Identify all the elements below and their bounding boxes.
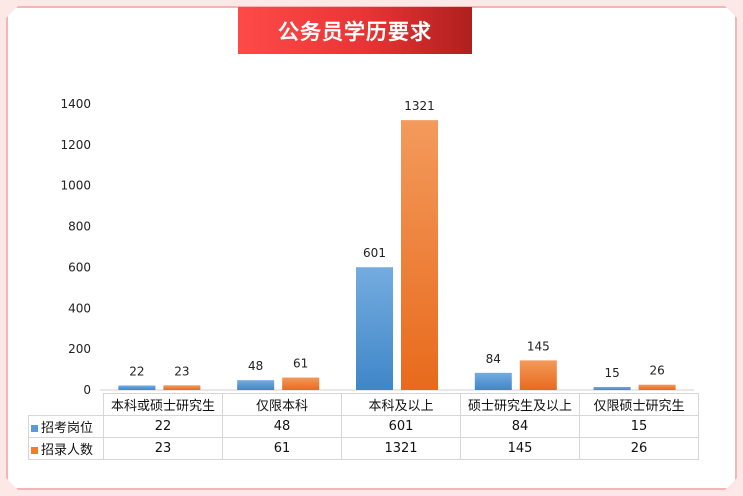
table-category: 本科及以上	[341, 393, 461, 416]
chart-title: 公务员学历要求	[238, 7, 472, 54]
table-category: 仅限硕士研究生	[579, 393, 699, 416]
data-label: 26	[649, 364, 664, 378]
table-cell: 22	[103, 415, 223, 438]
bar-positions	[237, 380, 275, 390]
data-labels: 22 23 48 61 601 1321 84 145 15 26	[129, 99, 664, 380]
data-label: 23	[174, 364, 189, 378]
bar-positions	[118, 385, 156, 390]
legend-key-orange	[31, 447, 38, 454]
legend-key-blue	[31, 425, 38, 432]
y-tick-label: 0	[83, 383, 91, 397]
table-row: 招录人数 23 61 1321 145 26	[28, 437, 699, 460]
data-table: 本科或硕士研究生 仅限本科 本科及以上 硕士研究生及以上 仅限硕士研究生 招考岗…	[28, 393, 699, 460]
bar-positions	[356, 267, 393, 390]
table-corner	[29, 394, 104, 416]
bar-hires	[401, 120, 438, 390]
y-tick-label: 400	[68, 301, 91, 315]
data-label: 61	[293, 357, 308, 371]
series-name: 招考岗位	[41, 421, 94, 436]
data-label: 1321	[404, 99, 435, 113]
y-tick-label: 1000	[60, 179, 91, 193]
data-label: 48	[248, 359, 263, 373]
bar-hires	[638, 384, 676, 390]
data-label: 601	[363, 246, 386, 260]
table-cell: 84	[460, 415, 580, 438]
bar-positions	[593, 386, 631, 390]
table-cell: 48	[222, 415, 342, 438]
table-category: 本科或硕士研究生	[103, 393, 223, 416]
bar-hires	[519, 360, 557, 390]
legend-series-2: 招录人数	[28, 437, 104, 460]
bars-group	[118, 120, 676, 390]
y-tick-label: 600	[68, 260, 91, 274]
y-tick-label: 200	[68, 342, 91, 356]
table-cell: 15	[579, 415, 699, 438]
table-category: 仅限本科	[222, 393, 342, 416]
series-name: 招录人数	[41, 443, 94, 458]
bar-positions	[474, 372, 512, 390]
table-cell: 26	[579, 437, 699, 460]
table-cell: 601	[341, 415, 461, 438]
bar-hires	[282, 377, 320, 390]
table-row: 招考岗位 22 48 601 84 15	[28, 415, 699, 438]
table-cell: 1321	[341, 437, 461, 460]
table-category: 硕士研究生及以上	[460, 393, 580, 416]
y-tick-label: 1200	[60, 138, 91, 152]
bar-hires	[163, 385, 201, 390]
table-cell: 145	[460, 437, 580, 460]
data-label: 22	[129, 365, 144, 379]
table-cell: 61	[222, 437, 342, 460]
data-label: 145	[527, 339, 550, 353]
data-label: 84	[486, 352, 501, 366]
y-tick-label: 800	[68, 220, 91, 234]
y-tick-label: 1400	[60, 97, 91, 111]
table-cell: 23	[103, 437, 223, 460]
table-header-row: 本科或硕士研究生 仅限本科 本科及以上 硕士研究生及以上 仅限硕士研究生	[29, 393, 699, 416]
data-label: 15	[604, 366, 619, 380]
legend-series-1: 招考岗位	[28, 415, 104, 438]
